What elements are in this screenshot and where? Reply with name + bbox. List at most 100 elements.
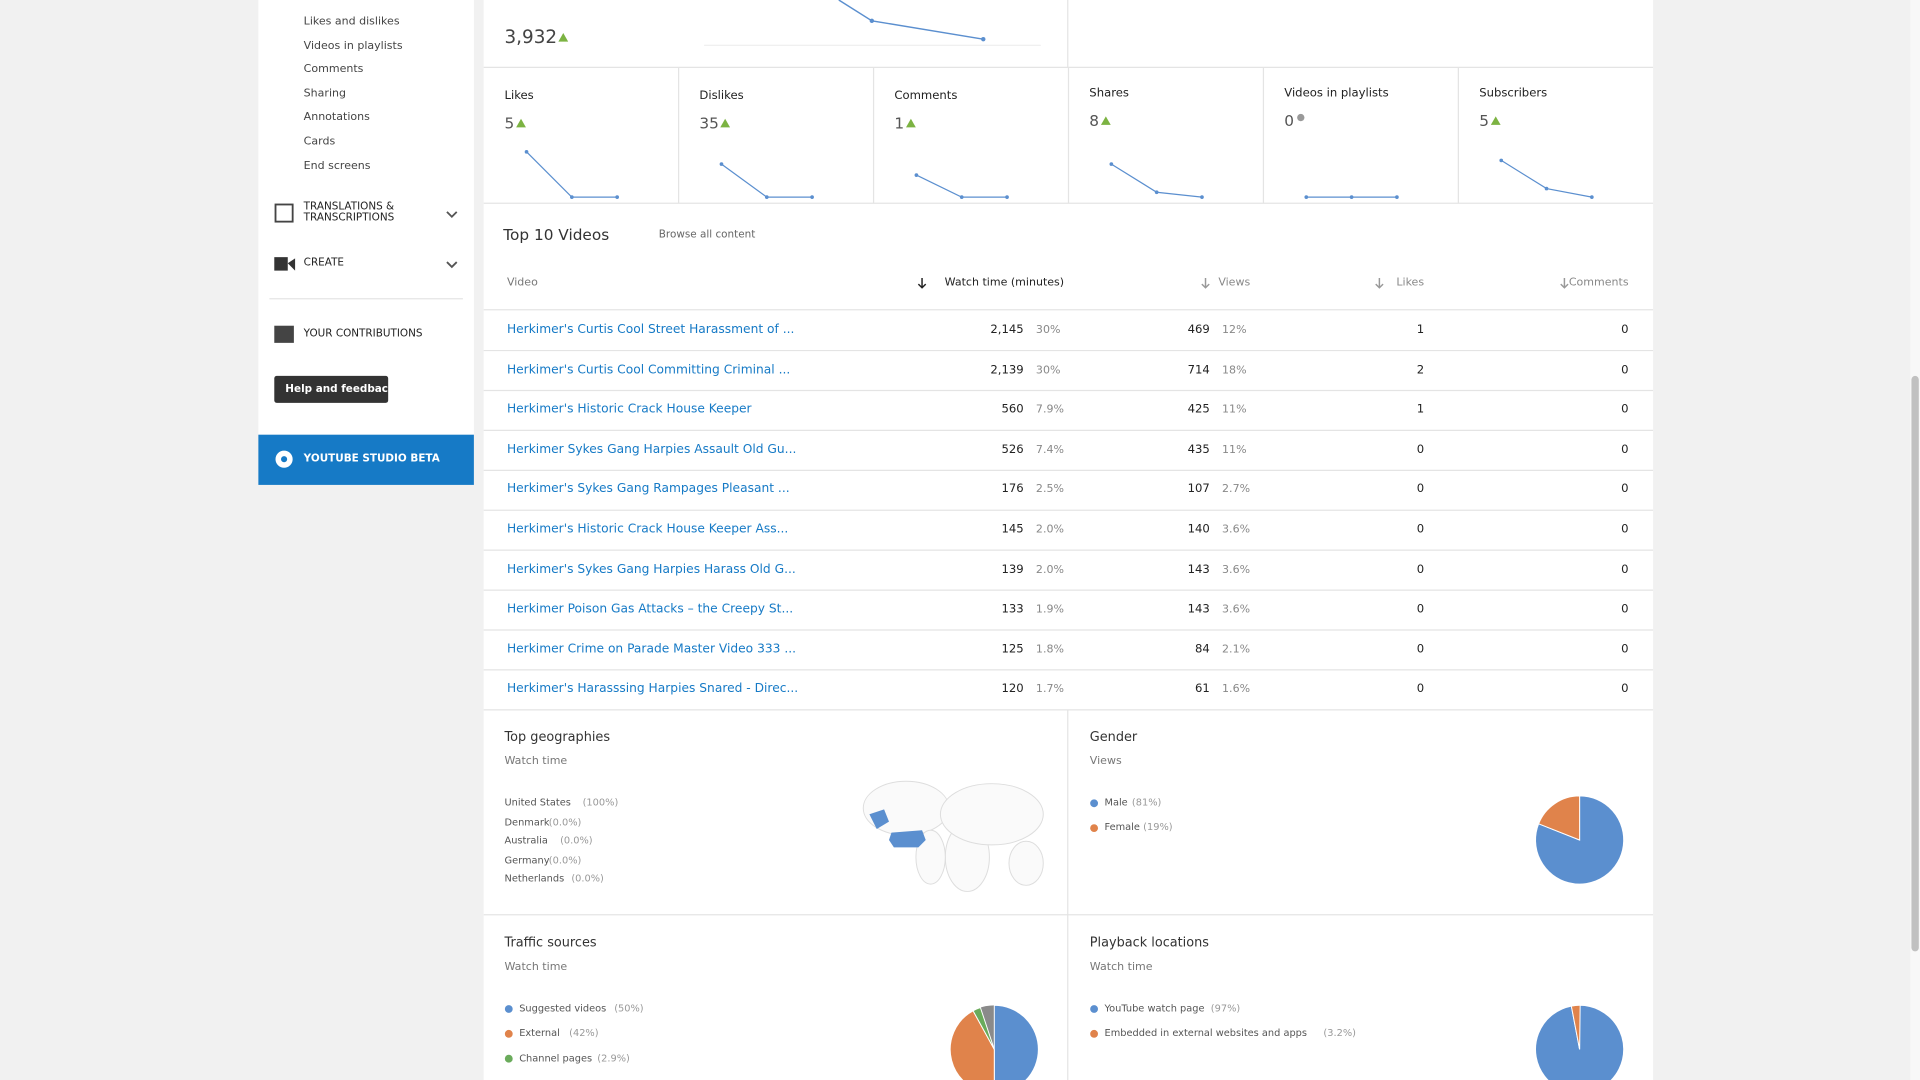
- views: 435: [1187, 443, 1210, 457]
- sidebar-link[interactable]: Videos in playlists: [303, 39, 403, 53]
- metric-value: 35: [699, 113, 719, 133]
- watch-share: 2.0%: [1035, 563, 1064, 577]
- comments: 0: [1621, 642, 1629, 657]
- column-header: Video: [506, 276, 538, 289]
- spark-dot: [869, 18, 875, 24]
- geo-share: (100%): [582, 797, 619, 809]
- sidebar-link[interactable]: Cards: [303, 135, 336, 149]
- chevron: [446, 211, 458, 219]
- spark-dot: [981, 36, 986, 42]
- column-header[interactable]: Views: [1218, 276, 1251, 289]
- panel-subtitle: Watch time: [504, 961, 568, 974]
- legend-value: (81%): [1131, 797, 1162, 809]
- sidebar-section[interactable]: TRANSLATIONS & TRANSCRIPTIONS: [303, 200, 395, 225]
- pie-slice: [1535, 795, 1625, 885]
- watch-time: 2,139: [990, 363, 1024, 377]
- video-link[interactable]: Herkimer's Harasssing Harpies Snared - D…: [506, 682, 799, 696]
- spark-dot: [1005, 195, 1009, 199]
- legend-value: (3.2%): [1323, 1027, 1356, 1039]
- comments: 0: [1621, 323, 1629, 337]
- watch-time: 125: [1001, 642, 1024, 657]
- watch-time: 176: [1001, 482, 1024, 497]
- column-header[interactable]: Comments: [1568, 276, 1629, 289]
- metric-value: 8: [1089, 111, 1100, 130]
- views-share: 11%: [1222, 444, 1247, 457]
- help-label[interactable]: Help and feedback: [285, 383, 395, 396]
- video-link[interactable]: Herkimer Sykes Gang Harpies Assault Old …: [506, 443, 797, 457]
- likes: 1: [1416, 323, 1425, 337]
- views: 61: [1194, 682, 1210, 696]
- spark-dot: [570, 195, 574, 199]
- video-link[interactable]: Herkimer Poison Gas Attacks – the Creepy…: [506, 602, 794, 617]
- video-link[interactable]: Herkimer's Sykes Gang Harpies Harass Old…: [506, 562, 796, 577]
- watch-share: 30%: [1035, 364, 1061, 377]
- legend-value: (50%): [614, 1002, 644, 1014]
- scroll-thumb[interactable]: [1911, 375, 1919, 952]
- sidebar-link[interactable]: Annotations: [303, 111, 370, 125]
- sidebar-section[interactable]: CREATE: [303, 257, 345, 270]
- sidebar-link[interactable]: Comments: [303, 63, 364, 77]
- watch-share: 1.8%: [1035, 643, 1064, 657]
- camera-icon: [274, 257, 288, 271]
- spark-dot: [1200, 195, 1204, 199]
- pie-slice: [1537, 795, 1581, 841]
- contrib-icon: [274, 325, 294, 343]
- video-link[interactable]: Herkimer's Curtis Cool Committing Crimin…: [506, 363, 791, 377]
- map-land: [939, 783, 1044, 846]
- video-link[interactable]: Herkimer Crime on Parade Master Video 33…: [506, 642, 797, 657]
- sidebar-link[interactable]: Sharing: [303, 87, 346, 101]
- column-header[interactable]: Watch time (minutes): [944, 276, 1065, 289]
- video-link[interactable]: Herkimer's Sykes Gang Rampages Pleasant …: [506, 482, 790, 497]
- studio-button[interactable]: [258, 434, 474, 485]
- watch-time: 133: [1001, 602, 1024, 617]
- sidebar-link[interactable]: End screens: [303, 159, 371, 173]
- browse-link[interactable]: Browse all content: [658, 228, 756, 242]
- up-arrow: [1490, 116, 1501, 125]
- views-share: 3.6%: [1222, 563, 1251, 577]
- views-share: 18%: [1222, 364, 1247, 377]
- legend-label: Suggested videos: [519, 1002, 607, 1014]
- comments: 0: [1621, 602, 1629, 617]
- legend-label: YouTube watch page: [1104, 1002, 1205, 1014]
- views: 425: [1187, 403, 1210, 417]
- legend-label: Female: [1104, 822, 1140, 834]
- video-link[interactable]: Herkimer's Curtis Cool Street Harassment…: [506, 323, 795, 337]
- map-us: [888, 830, 926, 848]
- map-land: [915, 829, 946, 885]
- spark-dot: [1154, 190, 1159, 195]
- likes: 0: [1416, 642, 1425, 657]
- geo-share: (0.0%): [560, 835, 593, 847]
- sidebar-section[interactable]: YOUR CONTRIBUTIONS: [303, 328, 423, 341]
- likes: 1: [1416, 403, 1425, 417]
- translate-icon: [274, 203, 294, 223]
- pie-slice: [972, 1006, 995, 1050]
- metric-label: Videos in playlists: [1284, 86, 1389, 101]
- spark-dot: [959, 195, 964, 199]
- sparkline: [526, 151, 618, 198]
- comments: 0: [1621, 403, 1629, 417]
- video-link[interactable]: Herkimer's Historic Crack House Keeper A…: [506, 522, 789, 537]
- sidebar-link[interactable]: Likes and dislikes: [303, 15, 400, 29]
- views-share: 12%: [1222, 324, 1247, 337]
- sidebar-link[interactable]: Subscribers: [304, 0, 368, 5]
- geo-name: Denmark: [504, 816, 550, 828]
- likes: 0: [1416, 443, 1425, 457]
- studio-label[interactable]: YOUTUBE STUDIO BETA: [303, 453, 440, 466]
- video-link[interactable]: Herkimer's Historic Crack House Keeper: [506, 403, 752, 417]
- legend-dot: [504, 1005, 513, 1013]
- summary-value: 3,932: [504, 25, 558, 48]
- views-share: 3.6%: [1222, 603, 1251, 617]
- panel-title: Traffic sources: [504, 935, 597, 951]
- watch-share: 1.7%: [1035, 683, 1064, 696]
- likes: 0: [1416, 482, 1425, 497]
- column-header[interactable]: Likes: [1396, 276, 1425, 289]
- legend-value: (2.9%): [597, 1052, 630, 1064]
- watch-time: 120: [1001, 682, 1024, 696]
- views: 107: [1187, 482, 1210, 497]
- metric-value: 5: [1479, 111, 1489, 130]
- likes: 0: [1416, 602, 1425, 617]
- pie-slice: [993, 1004, 1039, 1080]
- sparkline: [721, 163, 813, 198]
